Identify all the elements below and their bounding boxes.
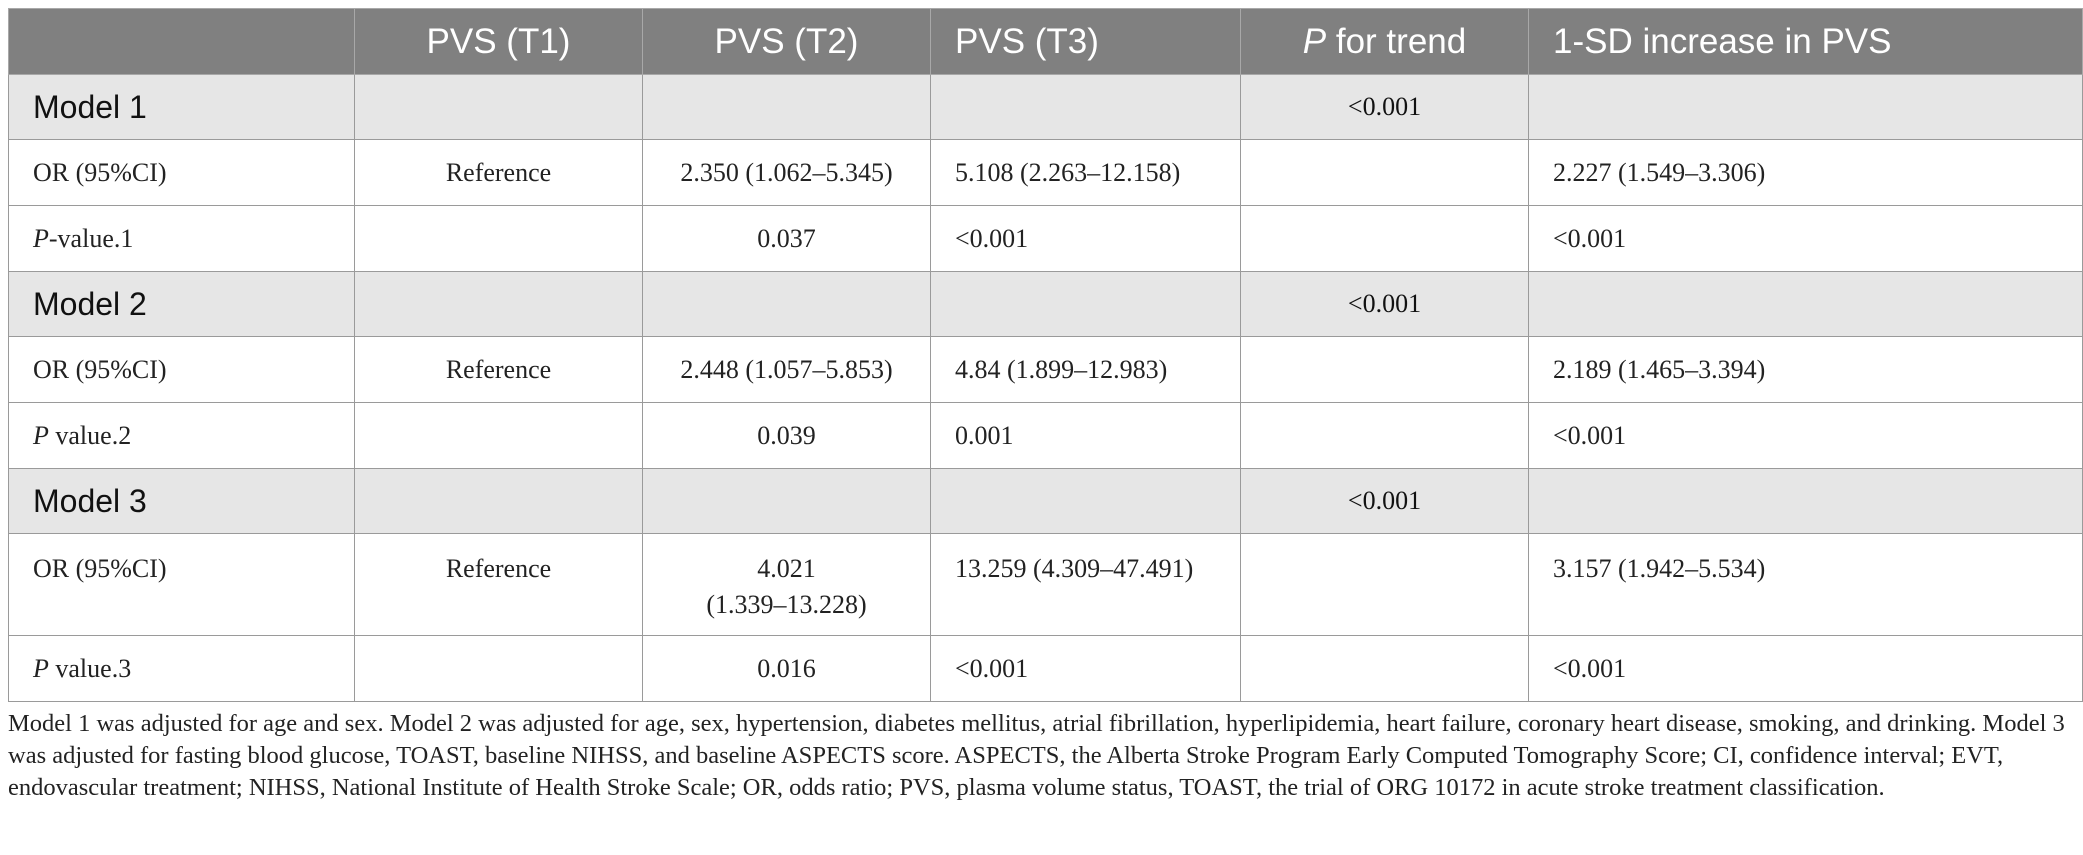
or-sd-cell: 2.189 (1.465–3.394)	[1528, 336, 2083, 403]
p-sd-cell: <0.001	[1528, 205, 2083, 272]
table-row: OR (95%CI) Reference 2.448 (1.057–5.853)…	[8, 336, 2083, 403]
table-row: OR (95%CI) Reference 4.021 (1.339–13.228…	[8, 533, 2083, 636]
model-row: Model 3 <0.001	[8, 468, 2083, 534]
table-cell	[354, 468, 643, 534]
or-t2-cell: 4.021 (1.339–13.228)	[642, 533, 931, 636]
table-cell	[1240, 336, 1529, 403]
or-t1-cell: Reference	[354, 533, 643, 636]
table-cell	[1528, 74, 2083, 140]
p-t3-cell: 0.001	[930, 402, 1241, 469]
or-t1-cell: Reference	[354, 336, 643, 403]
p-t2-cell: 0.039	[642, 402, 931, 469]
p-label-rest: value.2	[48, 420, 132, 450]
table-cell	[1528, 468, 2083, 534]
model-label: Model 3	[8, 468, 355, 534]
table-cell	[1528, 271, 2083, 337]
or-t2-line1: 4.021	[757, 554, 816, 583]
table-row: OR (95%CI) Reference 2.350 (1.062–5.345)…	[8, 139, 2083, 206]
p-italic: P	[33, 420, 49, 450]
row-label: P value.2	[8, 402, 355, 469]
or-t3-cell: 4.84 (1.899–12.983)	[930, 336, 1241, 403]
or-t2-cell: 2.448 (1.057–5.853)	[642, 336, 931, 403]
or-t3-cell: 5.108 (2.263–12.158)	[930, 139, 1241, 206]
table-cell	[354, 74, 643, 140]
table-cell	[1240, 139, 1529, 206]
or-t2-cell: 2.350 (1.062–5.345)	[642, 139, 931, 206]
p-t2-cell: 0.037	[642, 205, 931, 272]
row-label: OR (95%CI)	[8, 533, 355, 636]
table-footnote: Model 1 was adjusted for age and sex. Mo…	[8, 710, 2065, 801]
p-t2-cell: 0.016	[642, 635, 931, 702]
header-pvs-t2: PVS (T2)	[642, 8, 931, 75]
table-cell	[354, 271, 643, 337]
p-italic: P	[33, 223, 49, 253]
table-header-row: PVS (T1) PVS (T2) PVS (T3) P for trend 1…	[8, 8, 2083, 75]
table-cell	[1240, 402, 1529, 469]
or-sd-cell: 3.157 (1.942–5.534)	[1528, 533, 2083, 636]
header-pvs-t3: PVS (T3)	[930, 8, 1241, 75]
table-cell	[1240, 205, 1529, 272]
or-t3-cell: 13.259 (4.309–47.491)	[930, 533, 1241, 636]
header-pvs-t1: PVS (T1)	[354, 8, 643, 75]
table-cell	[642, 74, 931, 140]
row-label: P value.3	[8, 635, 355, 702]
table-cell	[930, 468, 1241, 534]
p-label-rest: value.3	[48, 653, 132, 683]
table-row: P value.3 0.016 <0.001 <0.001	[8, 635, 2083, 702]
table-cell	[930, 271, 1241, 337]
table-cell	[930, 74, 1241, 140]
p-sd-cell: <0.001	[1528, 402, 2083, 469]
p-t3-cell: <0.001	[930, 635, 1241, 702]
header-p-italic: P	[1302, 21, 1327, 61]
header-p-for-trend: P for trend	[1240, 8, 1529, 75]
p-trend-cell: <0.001	[1240, 271, 1529, 337]
p-label-rest: -value.1	[48, 223, 134, 253]
table-cell	[642, 271, 931, 337]
p-trend-cell: <0.001	[1240, 468, 1529, 534]
row-label: P-value.1	[8, 205, 355, 272]
header-p-rest: for trend	[1326, 21, 1467, 61]
results-table-container: PVS (T1) PVS (T2) PVS (T3) P for trend 1…	[8, 8, 2083, 702]
header-blank	[8, 8, 355, 75]
table-cell	[354, 205, 643, 272]
table-cell	[354, 635, 643, 702]
results-table: PVS (T1) PVS (T2) PVS (T3) P for trend 1…	[8, 8, 2083, 702]
header-1sd-increase: 1-SD increase in PVS	[1528, 8, 2083, 75]
p-trend-cell: <0.001	[1240, 74, 1529, 140]
model-row: Model 2 <0.001	[8, 271, 2083, 337]
or-sd-cell: 2.227 (1.549–3.306)	[1528, 139, 2083, 206]
model-row: Model 1 <0.001	[8, 74, 2083, 140]
model-label: Model 2	[8, 271, 355, 337]
row-label: OR (95%CI)	[8, 336, 355, 403]
table-cell	[642, 468, 931, 534]
table-row: P-value.1 0.037 <0.001 <0.001	[8, 205, 2083, 272]
table-cell	[1240, 635, 1529, 702]
or-t2-line2: (1.339–13.228)	[706, 590, 867, 619]
p-sd-cell: <0.001	[1528, 635, 2083, 702]
row-label: OR (95%CI)	[8, 139, 355, 206]
table-cell	[354, 402, 643, 469]
model-label: Model 1	[8, 74, 355, 140]
p-italic: P	[33, 653, 49, 683]
or-t1-cell: Reference	[354, 139, 643, 206]
table-row: P value.2 0.039 0.001 <0.001	[8, 402, 2083, 469]
p-t3-cell: <0.001	[930, 205, 1241, 272]
table-cell	[1240, 533, 1529, 636]
